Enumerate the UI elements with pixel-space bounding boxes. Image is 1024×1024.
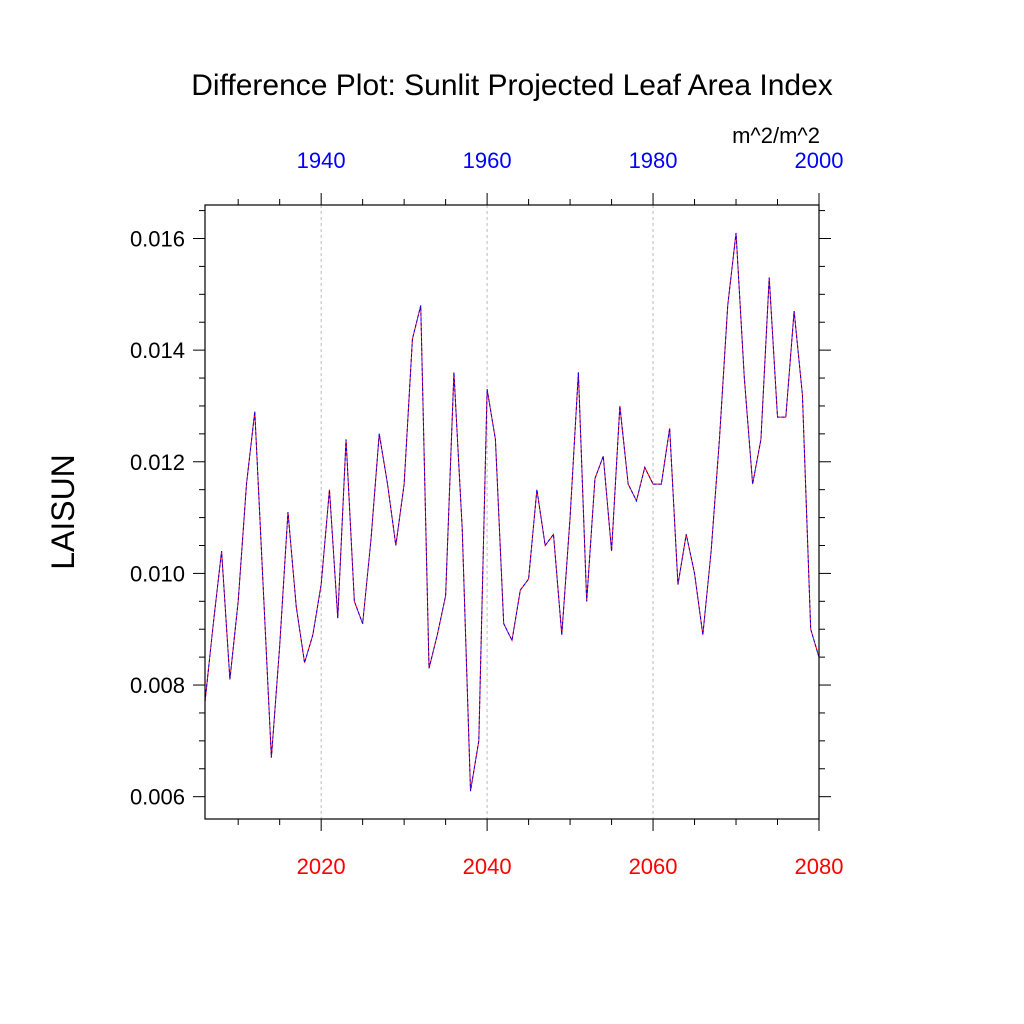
y-tick-label: 0.006 <box>130 785 185 810</box>
y-tick-label: 0.010 <box>130 561 185 586</box>
axis-ticks <box>193 193 831 831</box>
units-label: m^2/m^2 <box>732 123 820 148</box>
tick-labels: 0.006 0.008 0.010 0.012 0.014 0.016 2020 2040 20… <box>130 148 844 879</box>
x-bottom-tick-label: 2060 <box>629 854 678 879</box>
y-tick-label: 0.012 <box>130 450 185 475</box>
x-bottom-tick-label: 2020 <box>297 854 346 879</box>
x-top-tick-label: 1940 <box>297 148 346 173</box>
y-tick-label: 0.016 <box>130 226 185 251</box>
series-line-blue <box>204 232 820 792</box>
grid-lines <box>320 205 654 819</box>
chart-title: Difference Plot: Sunlit Projected Leaf A… <box>191 69 833 102</box>
plot-frame <box>204 204 820 820</box>
y-tick-label: 0.014 <box>130 338 185 363</box>
x-bottom-tick-label: 2040 <box>463 854 512 879</box>
series-layer <box>204 232 820 792</box>
x-bottom-tick-label: 2080 <box>795 854 844 879</box>
x-top-tick-label: 1960 <box>463 148 512 173</box>
y-axis-label: LAISUN <box>45 454 81 570</box>
y-tick-label: 0.008 <box>130 673 185 698</box>
x-top-tick-label: 1980 <box>629 148 678 173</box>
x-top-tick-label: 2000 <box>795 148 844 173</box>
